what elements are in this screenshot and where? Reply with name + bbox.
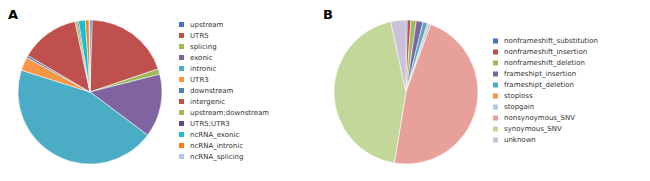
svg-text:UTR5;UTR3: UTR5;UTR3: [190, 120, 230, 128]
svg-text:UTR3: UTR3: [190, 76, 209, 84]
svg-text:splicing: splicing: [190, 43, 217, 51]
svg-text:nonframeshift_substitution: nonframeshift_substitution: [504, 37, 598, 45]
svg-text:nonframeshift_insertion: nonframeshift_insertion: [504, 48, 587, 56]
svg-text:ncRNA_exonic: ncRNA_exonic: [190, 131, 239, 139]
svg-text:UTR5: UTR5: [190, 32, 209, 40]
svg-text:stoploss: stoploss: [504, 92, 533, 100]
svg-text:nonframeshift_deletion: nonframeshift_deletion: [504, 59, 585, 67]
svg-text:ncRNA_intronic: ncRNA_intronic: [190, 142, 243, 150]
svg-text:frameshipt_deletion: frameshipt_deletion: [504, 81, 574, 89]
svg-text:frameshipt_insertion: frameshipt_insertion: [504, 70, 576, 78]
svg-text:ncRNA_splicing: ncRNA_splicing: [190, 153, 243, 161]
svg-text:synoymous_SNV: synoymous_SNV: [504, 125, 562, 133]
svg-text:stopgain: stopgain: [504, 103, 534, 111]
svg-text:downstream: downstream: [190, 87, 234, 95]
svg-text:intergenic: intergenic: [190, 98, 225, 106]
svg-text:B: B: [323, 7, 333, 22]
svg-text:intronic: intronic: [190, 65, 217, 73]
svg-text:nonsynoymous_SNV: nonsynoymous_SNV: [504, 114, 575, 122]
svg-text:upstream: upstream: [190, 21, 224, 29]
svg-text:A: A: [8, 7, 18, 22]
svg-text:exonic: exonic: [190, 54, 213, 62]
svg-text:upstream;downstream: upstream;downstream: [190, 109, 269, 117]
svg-text:unknown: unknown: [504, 136, 536, 144]
